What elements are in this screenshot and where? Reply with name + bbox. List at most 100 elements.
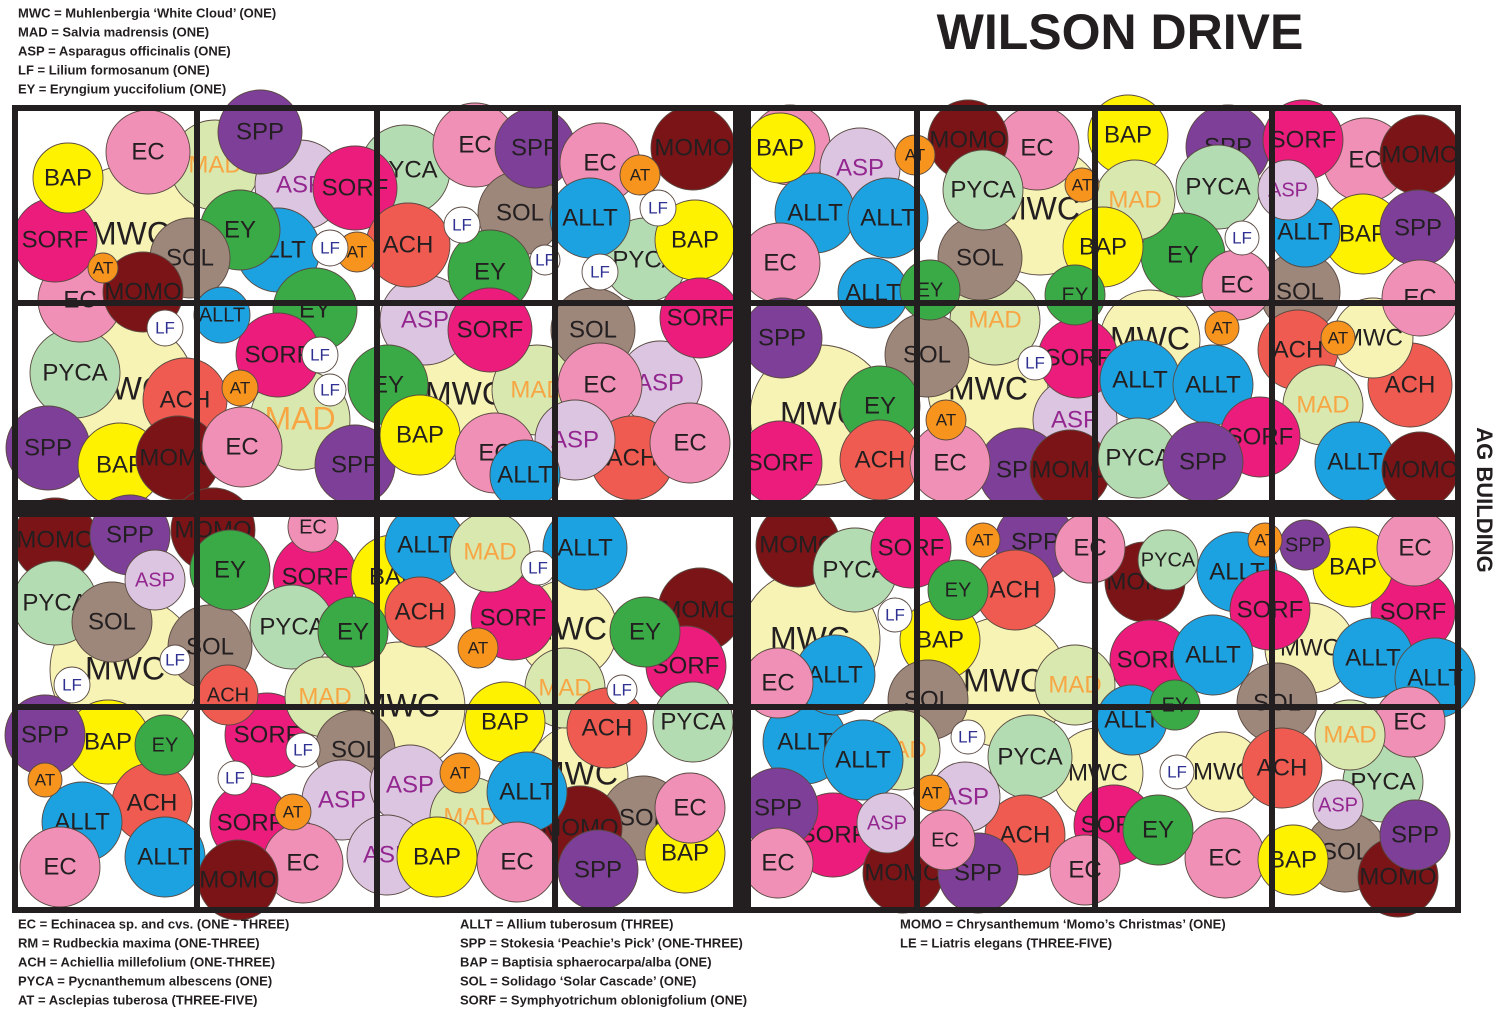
plant-label: EC xyxy=(1398,534,1431,561)
plant-label: MAD xyxy=(463,538,516,565)
plant-label: LF xyxy=(958,727,978,746)
plant-label: ASP xyxy=(386,771,434,798)
plant-label: BAP xyxy=(661,839,709,866)
plant-label: ALLT xyxy=(1407,664,1463,691)
plant: EC xyxy=(739,222,821,304)
plant-circle xyxy=(1314,699,1386,771)
plant-label: LF xyxy=(293,740,313,759)
plant-label: EC xyxy=(763,249,796,276)
plant-label: ALLT xyxy=(1277,218,1333,245)
plant-label: AT xyxy=(35,770,55,789)
plant-label: ALLT xyxy=(1345,644,1401,671)
plant-label: EC xyxy=(583,149,616,176)
plant-circle xyxy=(1379,799,1451,871)
plant-label: SPP xyxy=(754,794,802,821)
plant-label: SPP xyxy=(24,434,72,461)
plant: AT xyxy=(1064,167,1100,203)
plant-label: SPP xyxy=(106,521,154,548)
plant: SORF xyxy=(447,287,533,373)
plant: SPP xyxy=(737,767,819,849)
plant: LF xyxy=(443,206,481,244)
plant-label: EC xyxy=(761,669,794,696)
plant: ASP xyxy=(124,549,186,611)
plant: EC xyxy=(914,809,976,871)
legend-line: MAD = Salvia madrensis (ONE) xyxy=(18,24,209,39)
legend-line: MWC = Muhlenbergia ‘White Cloud’ (ONE) xyxy=(18,5,276,20)
plant-label: MAD xyxy=(1323,721,1376,748)
plant: EY xyxy=(134,714,196,776)
plant-label: LF xyxy=(452,215,472,234)
legend-line: ACH = Achiellia millefolium (ONE-THREE) xyxy=(18,954,275,969)
plant: ALLT xyxy=(837,257,909,329)
plant: EC xyxy=(1049,834,1121,906)
legend-line: MOMO = Chrysanthemum ‘Momo’s Christmas’ … xyxy=(900,916,1226,931)
legend-line: LF = Lilium formosanum (ONE) xyxy=(18,62,210,77)
plant: ASP xyxy=(856,792,918,854)
plant: EY xyxy=(899,259,961,321)
plant: EY xyxy=(447,229,533,315)
plant-circle xyxy=(189,529,271,611)
plant-circle xyxy=(581,253,619,291)
plant: ASP xyxy=(1257,159,1319,221)
plant: SPP xyxy=(1162,421,1244,503)
plant-label: EY xyxy=(945,579,972,601)
plant-label: ASP xyxy=(1268,179,1308,201)
plant-label: ALLT xyxy=(137,843,193,870)
plant: LF xyxy=(1017,345,1053,381)
plant: SPP xyxy=(1279,519,1331,571)
plant-circle xyxy=(274,793,312,831)
plant-label: ACH xyxy=(127,789,178,816)
plant-label: LF xyxy=(885,605,905,624)
plant-label: PYCA xyxy=(42,359,107,386)
plant-circle xyxy=(1137,529,1199,591)
plant-circle xyxy=(925,399,967,441)
plant-label: EY xyxy=(224,216,256,243)
plant-label: EC xyxy=(761,849,794,876)
plant: SPP xyxy=(557,829,639,911)
plant-label: MOMO xyxy=(199,866,276,893)
plant: ACH xyxy=(974,549,1056,631)
plant: AT xyxy=(1320,320,1356,356)
plant-label: BAP xyxy=(756,134,804,161)
plant-circle xyxy=(1064,167,1100,203)
legend-line: SPP = Stokesia ‘Peachie’s Pick’ (ONE-THR… xyxy=(460,935,743,950)
plant-label: LF xyxy=(320,238,340,257)
plant: ALLT xyxy=(384,504,466,586)
plant: ACH xyxy=(365,202,451,288)
plant-label: LF xyxy=(1025,353,1045,372)
plant-label: ASP xyxy=(636,369,684,396)
plant-label: LF xyxy=(535,250,555,269)
plant: SORF xyxy=(870,507,952,589)
plant-label: LF xyxy=(310,345,330,364)
plant-label: AT xyxy=(1072,175,1092,194)
plant-label: AT xyxy=(450,763,470,782)
plant-label: ACH xyxy=(383,231,434,258)
plant-circle xyxy=(311,229,349,267)
plant: AT xyxy=(925,399,967,441)
plant: SORF xyxy=(12,197,98,283)
plant-circle xyxy=(1044,264,1106,326)
legend-line: ALLT = Allium tuberosum (THREE) xyxy=(460,916,673,931)
plant-label: BAP xyxy=(44,164,92,191)
plant: SOL xyxy=(71,581,153,663)
plant: PYCA xyxy=(942,149,1024,231)
plant-label: EY xyxy=(474,258,506,285)
plant: PYCA xyxy=(652,681,734,763)
plant: LF xyxy=(877,597,913,633)
plant-label: BAP xyxy=(413,843,461,870)
plant: AT xyxy=(274,793,312,831)
plant: ALLT xyxy=(1099,339,1181,421)
plants: MWCMWCMWCMWCMWCMWCMWCMWCMWCMWCMADMWCMWCM… xyxy=(4,89,1476,921)
plant-label: EC xyxy=(931,829,959,851)
plant: ACH xyxy=(1241,727,1323,809)
plant-label: SOL xyxy=(88,608,136,635)
plant-label: EC xyxy=(1208,844,1241,871)
plant-label: SOL xyxy=(186,633,234,660)
plant-label: SORF xyxy=(245,341,312,368)
plant-label: BAP xyxy=(481,708,529,735)
plant: MAD xyxy=(1314,699,1386,771)
plant: AT xyxy=(1204,310,1240,346)
plant-label: PYCA xyxy=(660,708,725,735)
plant-circle xyxy=(619,154,661,196)
